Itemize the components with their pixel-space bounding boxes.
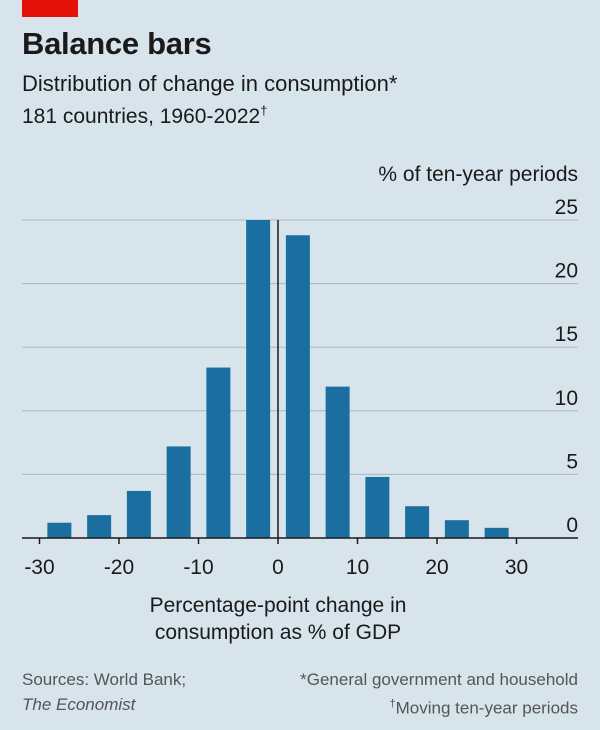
- subtitle-2-text: 181 countries, 1960-2022: [22, 105, 261, 128]
- footnote-2-mark: †: [389, 698, 396, 710]
- footnote-2-wrap: †Moving ten-year periods: [300, 692, 579, 721]
- x-axis-title: consumption as % of GDP: [155, 621, 401, 644]
- x-tick-label: 10: [346, 556, 369, 579]
- y-tick-label: 25: [555, 196, 578, 219]
- bar: [126, 490, 151, 538]
- bar: [285, 235, 310, 538]
- y-tick-label: 20: [555, 260, 578, 283]
- bar: [444, 520, 469, 538]
- y-tick-label: 5: [566, 450, 578, 473]
- chart-subtitle-2: 181 countries, 1960-2022†: [22, 103, 267, 129]
- footnote-2: Moving ten-year periods: [395, 698, 578, 718]
- x-tick-label: 20: [425, 556, 448, 579]
- y-tick-label: 15: [555, 323, 578, 346]
- chart-subtitle: Distribution of change in consumption*: [22, 71, 398, 96]
- bar: [365, 476, 390, 538]
- sources-line-2: The Economist: [22, 695, 136, 714]
- chart-title: Balance bars: [22, 26, 212, 61]
- bar: [206, 367, 231, 538]
- bar: [484, 527, 509, 538]
- y-tick-label: 10: [555, 387, 578, 410]
- histogram-chart: % of ten-year periods 0 5 10 15 20 25 -30 -20 -10…: [22, 163, 578, 644]
- bar: [47, 522, 72, 538]
- x-tick-label: 30: [505, 556, 528, 579]
- bar: [325, 386, 350, 538]
- y-axis-title: % of ten-year periods: [378, 163, 578, 186]
- bar: [405, 506, 430, 538]
- bar: [166, 446, 191, 538]
- sources-line-1: Sources: World Bank;: [22, 670, 187, 689]
- x-tick-label: 0: [272, 556, 284, 579]
- bar: [87, 515, 112, 538]
- footnotes: *General government and household †Movin…: [300, 667, 578, 721]
- x-tick-label: -20: [104, 556, 134, 579]
- x-tick-label: -10: [183, 556, 213, 579]
- brand-red-tag: [22, 0, 78, 17]
- y-tick-label: 0: [566, 514, 578, 537]
- dagger-mark: †: [260, 103, 268, 118]
- x-axis-title: Percentage-point change in: [150, 594, 407, 617]
- footnote-1: *General government and household: [300, 670, 578, 689]
- sources: Sources: World Bank; The Economist: [22, 667, 186, 717]
- bar: [246, 220, 271, 538]
- x-tick-label: -30: [24, 556, 54, 579]
